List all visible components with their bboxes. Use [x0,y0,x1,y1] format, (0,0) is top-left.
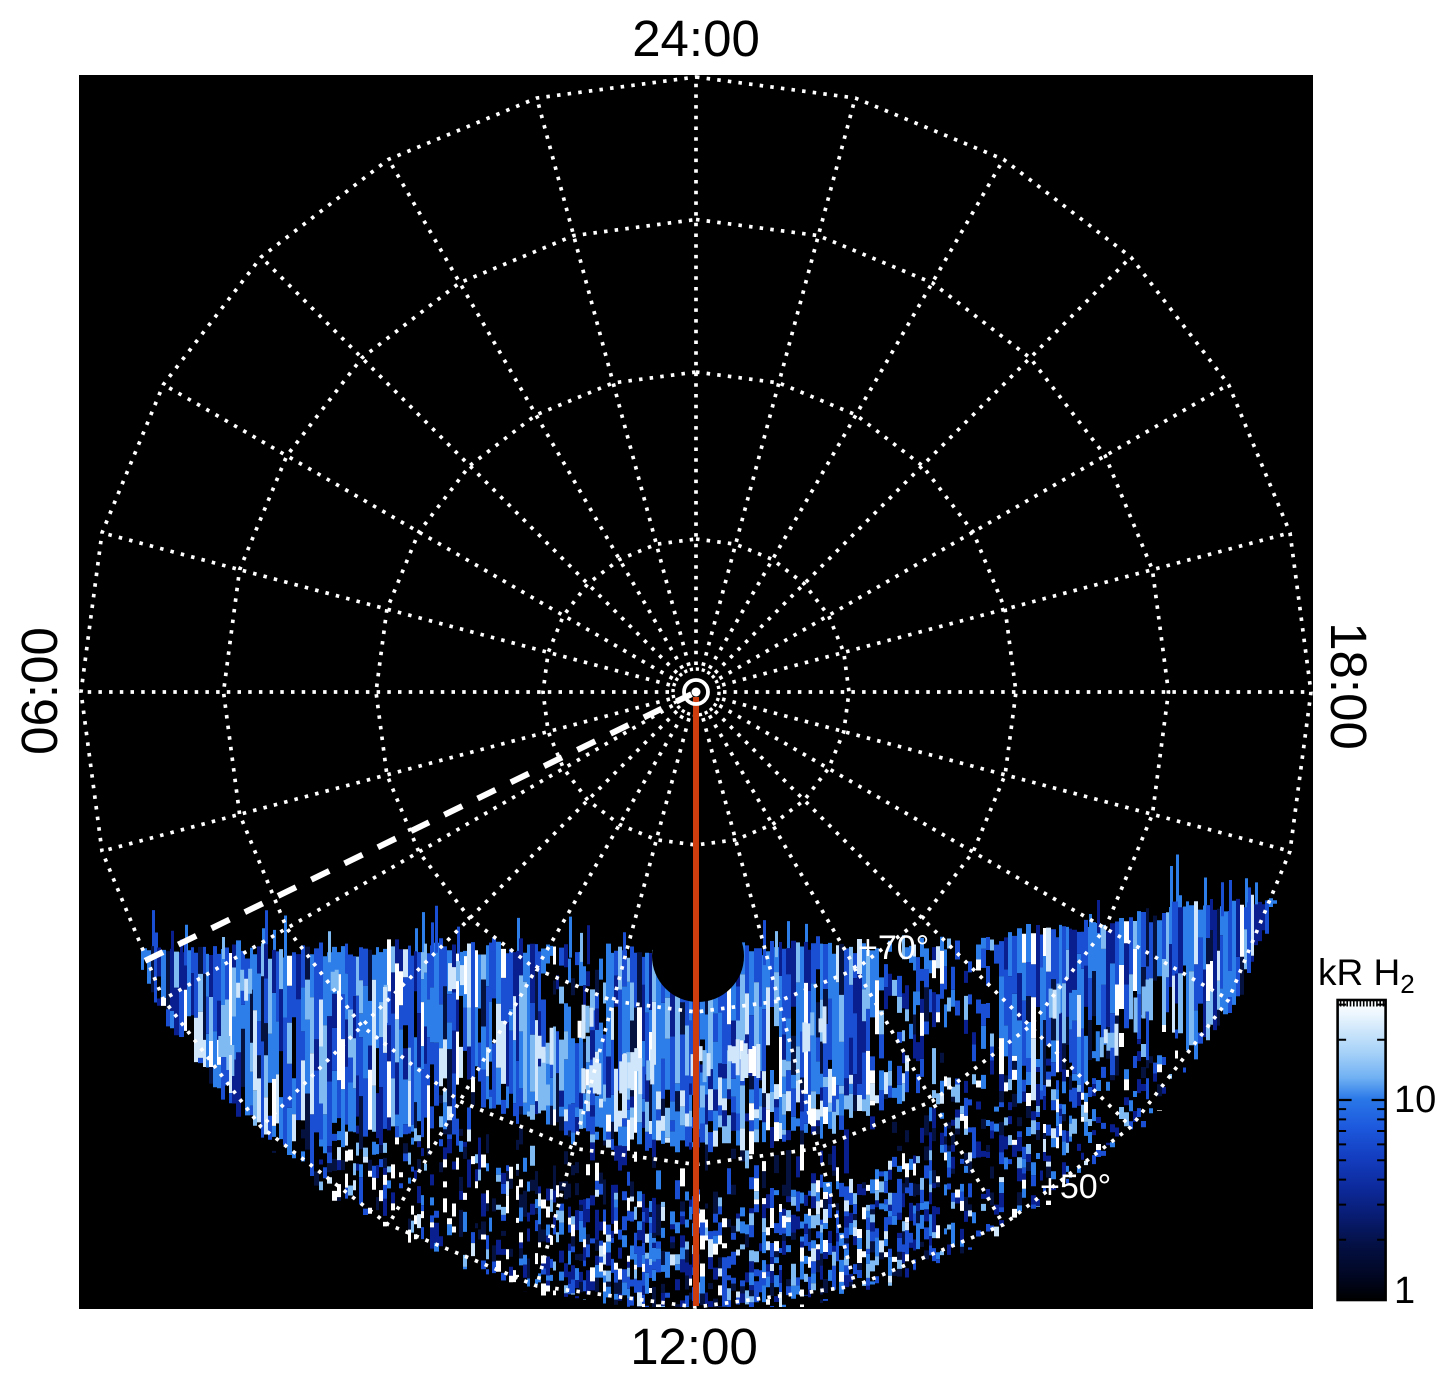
svg-text:12:00: 12:00 [630,1318,758,1375]
svg-text:kR H2: kR H2 [1318,952,1415,999]
svg-text:24:00: 24:00 [632,10,760,67]
svg-text:+50°: +50° [1040,1168,1111,1206]
svg-text:+70°: +70° [858,929,929,967]
svg-text:1: 1 [1394,1270,1415,1312]
svg-text:10: 10 [1394,1079,1436,1121]
svg-text:18:00: 18:00 [1320,622,1377,750]
svg-text:06:00: 06:00 [11,627,68,755]
